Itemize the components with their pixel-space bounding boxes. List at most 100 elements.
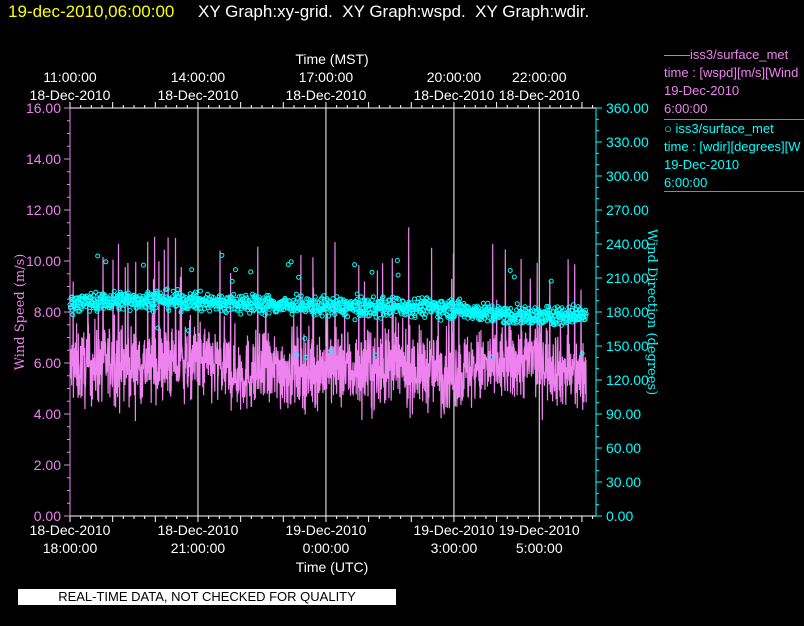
- bottom-tick-time: 18:00:00: [43, 540, 98, 556]
- wind-direction-point: [236, 294, 242, 300]
- wind-direction-point: [380, 294, 386, 300]
- wind-direction-point: [544, 304, 550, 309]
- bottom-axis-label: Time (UTC): [296, 559, 369, 575]
- quality-disclaimer: REAL-TIME DATA, NOT CHECKED FOR QUALITY: [18, 589, 396, 605]
- wind-direction-point: [231, 291, 237, 297]
- legend-divider-bottom: [664, 191, 804, 192]
- wind-direction-point: [395, 272, 401, 278]
- legend-wspd-date: 19-Dec-2010: [664, 83, 740, 98]
- legend-wspd: ——iss3/surface_met time : [wspd][m/s][Wi…: [664, 46, 804, 118]
- wind-direction-point: [583, 313, 589, 319]
- bottom-tick-date: 19-Dec-2010: [285, 522, 366, 538]
- wind-direction-point: [154, 290, 160, 296]
- wind-direction-point: [178, 299, 184, 305]
- wind-direction-point: [101, 306, 107, 311]
- wind-direction-point: [205, 291, 210, 297]
- right-tick-label: 30.00: [606, 474, 641, 490]
- right-tick-label: 270.00: [606, 202, 649, 218]
- header-graph-list: XY Graph:xy-grid. XY Graph:wspd. XY Grap…: [198, 2, 589, 21]
- wind-direction-point: [328, 348, 334, 354]
- wind-direction-point: [216, 293, 222, 299]
- legend-wspd-variable: time : [wspd][m/s][Wind: [664, 65, 799, 80]
- right-tick-label: 90.00: [606, 406, 641, 422]
- right-tick-label: 180.00: [606, 304, 649, 320]
- wind-direction-point: [507, 268, 513, 273]
- top-tick-date: 18-Dec-2010: [30, 87, 111, 103]
- wind-direction-point: [289, 311, 295, 317]
- right-axis-label: Wind Direction (degrees): [644, 229, 659, 395]
- left-tick-label: 6.00: [34, 355, 61, 371]
- wind-direction-point: [198, 288, 203, 294]
- wind-direction-point: [178, 309, 184, 315]
- wind-direction-point: [302, 336, 308, 341]
- wind-direction-point: [352, 262, 358, 268]
- wind-direction-point: [370, 294, 376, 300]
- wind-direction-point: [511, 274, 517, 280]
- wind-direction-point: [334, 301, 340, 307]
- wind-direction-point: [531, 308, 537, 314]
- wind-speed-series: [69, 227, 587, 422]
- wind-direction-point: [233, 267, 238, 273]
- wind-direction-point: [238, 311, 244, 317]
- wind-direction-point: [175, 287, 181, 292]
- wind-direction-point: [229, 306, 235, 312]
- bottom-tick-time: 0:00:00: [303, 540, 350, 556]
- wind-direction-point: [103, 259, 109, 265]
- wind-direction-point: [87, 308, 92, 314]
- bottom-tick-time: 3:00:00: [431, 540, 478, 556]
- legend-wdir-time: 6:00:00: [664, 175, 708, 190]
- top-tick-time: 22:00:00: [512, 69, 567, 85]
- wind-direction-point: [332, 312, 338, 318]
- bottom-tick-date: 18-Dec-2010: [30, 522, 111, 538]
- left-tick-label: 8.00: [34, 304, 61, 320]
- wind-direction-point: [312, 294, 318, 300]
- wind-direction-point: [285, 262, 291, 267]
- wind-direction-point: [213, 306, 219, 312]
- wind-direction-point: [219, 252, 225, 258]
- right-tick-label: 150.00: [606, 338, 649, 354]
- wind-direction-point: [373, 314, 379, 320]
- right-tick-label: 330.00: [606, 134, 649, 150]
- wind-direction-point: [198, 308, 204, 314]
- wind-direction-point: [334, 294, 340, 300]
- wind-direction-point: [153, 305, 159, 311]
- wind-direction-point: [365, 297, 370, 303]
- wind-direction-point: [579, 351, 585, 357]
- left-axis-label: Wind Speed (m/s): [13, 254, 28, 371]
- wind-direction-point: [185, 328, 191, 334]
- top-tick-time: 14:00:00: [171, 69, 226, 85]
- wind-direction-point: [547, 307, 553, 313]
- wind-direction-point: [578, 309, 584, 315]
- top-tick-time: 17:00:00: [299, 69, 354, 85]
- wind-direction-point: [256, 294, 262, 300]
- wind-direction-point: [247, 310, 253, 316]
- left-tick-label: 16.00: [26, 100, 61, 116]
- wind-direction-series: [67, 252, 589, 360]
- left-tick-label: 0.00: [34, 508, 61, 524]
- wind-direction-point: [369, 297, 375, 303]
- wind-direction-point: [243, 292, 249, 298]
- wind-direction-point: [354, 291, 360, 297]
- wind-direction-point: [164, 286, 170, 292]
- wind-direction-point: [109, 305, 115, 311]
- wind-direction-point: [193, 305, 199, 311]
- wind-direction-point: [522, 304, 528, 310]
- wind-direction-point: [554, 321, 560, 327]
- wind-direction-point: [352, 317, 358, 323]
- wind-direction-point: [412, 315, 418, 320]
- wind-direction-point: [173, 303, 179, 309]
- top-tick-time: 20:00:00: [427, 69, 482, 85]
- wind-direction-point: [369, 269, 375, 275]
- left-tick-label: 10.00: [26, 253, 61, 269]
- wind-direction-point: [387, 297, 393, 303]
- wind-direction-point: [319, 313, 325, 319]
- top-tick-date: 18-Dec-2010: [285, 87, 366, 103]
- wind-direction-point: [111, 288, 117, 294]
- wind-direction-point: [434, 305, 440, 310]
- wind-direction-point: [166, 308, 172, 314]
- wind-direction-point: [373, 352, 379, 358]
- wind-direction-point: [155, 325, 161, 331]
- wind-direction-point: [70, 312, 76, 318]
- wind-direction-point: [484, 318, 490, 324]
